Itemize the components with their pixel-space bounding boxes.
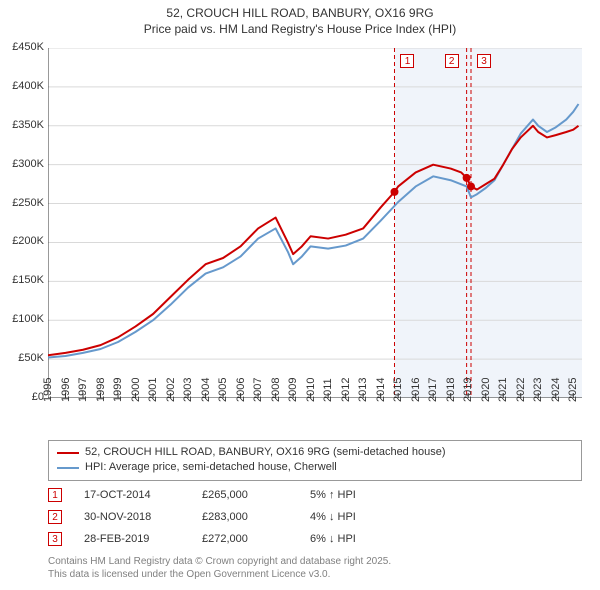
y-tick-label: £100K xyxy=(0,313,44,325)
legend-swatch xyxy=(57,467,79,469)
x-tick-label: 2019 xyxy=(462,378,474,402)
x-tick-label: 2003 xyxy=(182,378,194,402)
y-tick-label: £0 xyxy=(0,391,44,403)
sale-pct-vs-hpi: 6% ↓ HPI xyxy=(310,533,410,545)
sale-row: 2 30-NOV-2018 £283,000 4% ↓ HPI xyxy=(48,506,582,528)
sale-number-box: 3 xyxy=(48,532,62,546)
footer-attribution: Contains HM Land Registry data © Crown c… xyxy=(48,556,582,581)
sale-date: 17-OCT-2014 xyxy=(84,489,184,501)
sale-row: 1 17-OCT-2014 £265,000 5% ↑ HPI xyxy=(48,484,582,506)
y-tick-label: £300K xyxy=(0,158,44,170)
x-tick-label: 2005 xyxy=(217,378,229,402)
sales-table: 1 17-OCT-2014 £265,000 5% ↑ HPI 2 30-NOV-2018… xyxy=(48,484,582,550)
legend-box: 52, CROUCH HILL ROAD, BANBURY, OX16 9RG … xyxy=(48,440,582,481)
x-tick-label: 2010 xyxy=(305,378,317,402)
x-tick-label: 2014 xyxy=(375,378,387,402)
x-tick-label: 2013 xyxy=(357,378,369,402)
chart-svg xyxy=(48,48,582,398)
x-tick-label: 2011 xyxy=(322,378,334,402)
x-tick-label: 2017 xyxy=(427,378,439,402)
y-tick-label: £350K xyxy=(0,119,44,131)
y-tick-label: £150K xyxy=(0,274,44,286)
x-tick-label: 2004 xyxy=(200,378,212,402)
legend-label: HPI: Average price, semi-detached house,… xyxy=(85,460,337,475)
x-tick-label: 2012 xyxy=(340,378,352,402)
x-tick-label: 2022 xyxy=(515,378,527,402)
sale-date: 30-NOV-2018 xyxy=(84,511,184,523)
chart-area: £0£50K£100K£150K£200K£250K£300K£350K£400… xyxy=(48,48,582,398)
y-tick-label: £50K xyxy=(0,352,44,364)
x-tick-label: 2000 xyxy=(130,378,142,402)
footer-line2: This data is licensed under the Open Gov… xyxy=(48,569,582,582)
y-tick-label: £250K xyxy=(0,197,44,209)
x-tick-label: 2015 xyxy=(392,378,404,402)
sale-date: 28-FEB-2019 xyxy=(84,533,184,545)
x-tick-label: 2023 xyxy=(532,378,544,402)
x-tick-label: 2024 xyxy=(550,378,562,402)
x-tick-label: 1997 xyxy=(77,378,89,402)
legend-label: 52, CROUCH HILL ROAD, BANBURY, OX16 9RG … xyxy=(85,445,446,460)
x-tick-label: 2009 xyxy=(287,378,299,402)
legend-swatch xyxy=(57,452,79,454)
x-tick-label: 1999 xyxy=(112,378,124,402)
sale-price: £283,000 xyxy=(202,511,292,523)
legend-row: 52, CROUCH HILL ROAD, BANBURY, OX16 9RG … xyxy=(57,445,573,460)
page-container: 52, CROUCH HILL ROAD, BANBURY, OX16 9RG … xyxy=(0,0,600,590)
x-tick-label: 1996 xyxy=(60,378,72,402)
x-tick-label: 2007 xyxy=(252,378,264,402)
footer-line1: Contains HM Land Registry data © Crown c… xyxy=(48,556,582,569)
sale-price: £272,000 xyxy=(202,533,292,545)
sale-marker-box: 1 xyxy=(400,54,414,68)
x-tick-label: 1998 xyxy=(95,378,107,402)
x-tick-label: 2006 xyxy=(235,378,247,402)
x-tick-label: 2020 xyxy=(480,378,492,402)
x-tick-label: 1995 xyxy=(42,378,54,402)
legend-row: HPI: Average price, semi-detached house,… xyxy=(57,460,573,475)
x-tick-label: 2016 xyxy=(410,378,422,402)
y-tick-label: £200K xyxy=(0,235,44,247)
sale-row: 3 28-FEB-2019 £272,000 6% ↓ HPI xyxy=(48,528,582,550)
y-tick-label: £450K xyxy=(0,41,44,53)
x-tick-label: 2008 xyxy=(270,378,282,402)
sale-number-box: 1 xyxy=(48,488,62,502)
x-tick-label: 2018 xyxy=(445,378,457,402)
sale-pct-vs-hpi: 4% ↓ HPI xyxy=(310,511,410,523)
sale-price: £265,000 xyxy=(202,489,292,501)
y-tick-label: £400K xyxy=(0,80,44,92)
sale-pct-vs-hpi: 5% ↑ HPI xyxy=(310,489,410,501)
x-tick-label: 2025 xyxy=(567,378,579,402)
chart-title-line1: 52, CROUCH HILL ROAD, BANBURY, OX16 9RG xyxy=(0,0,600,22)
x-tick-label: 2001 xyxy=(147,378,159,402)
sale-marker-box: 2 xyxy=(445,54,459,68)
chart-title-line2: Price paid vs. HM Land Registry's House … xyxy=(0,22,600,42)
x-tick-label: 2002 xyxy=(165,378,177,402)
x-tick-label: 2021 xyxy=(497,378,509,402)
sale-number-box: 2 xyxy=(48,510,62,524)
sale-marker-box: 3 xyxy=(477,54,491,68)
